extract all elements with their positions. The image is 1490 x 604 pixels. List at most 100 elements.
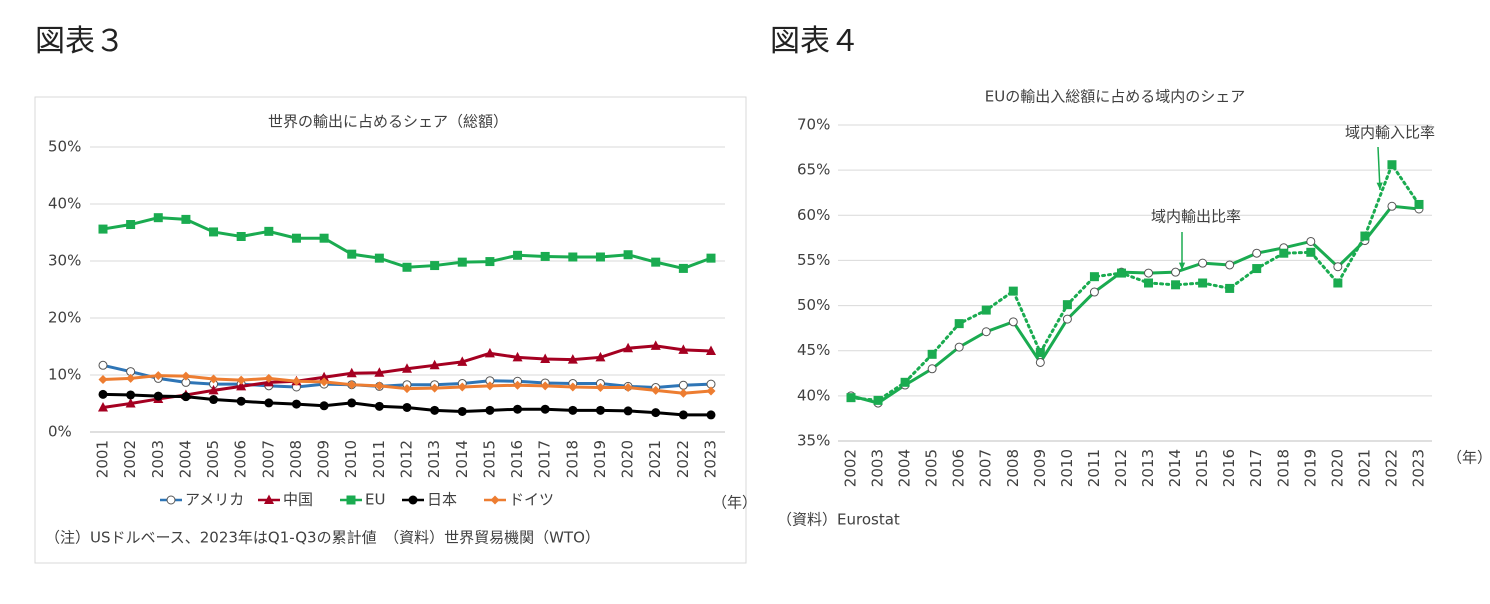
- marker: [1333, 262, 1343, 272]
- marker: [374, 381, 384, 391]
- x-tick-label: 2016: [508, 440, 526, 478]
- marker: [651, 408, 661, 418]
- x-tick-label: 2017: [536, 440, 554, 478]
- marker: [623, 342, 634, 353]
- marker: [568, 405, 578, 415]
- marker: [623, 383, 633, 393]
- marker: [291, 233, 301, 243]
- marker: [484, 347, 495, 358]
- marker: [981, 305, 991, 315]
- marker: [209, 227, 219, 237]
- marker: [430, 405, 440, 415]
- marker: [319, 233, 329, 243]
- x-tick-label: 2020: [1328, 449, 1346, 487]
- marker: [1171, 267, 1181, 277]
- y-tick-label: 40%: [797, 386, 830, 404]
- marker: [1387, 160, 1397, 170]
- x-tick-label: 2012: [398, 440, 416, 478]
- marker: [291, 399, 301, 409]
- x-tick-label: 2004: [176, 440, 194, 478]
- x-tick-label: 2009: [1031, 449, 1049, 487]
- series-line: [850, 204, 1420, 405]
- x-tick-label: 2003: [149, 440, 167, 478]
- marker: [540, 381, 550, 391]
- x-tick-label: 2013: [425, 440, 443, 478]
- marker: [954, 342, 964, 352]
- chart-title: 世界の輸出に占めるシェア（総額）: [268, 113, 508, 131]
- marker: [873, 395, 883, 405]
- note: （資料）Eurostat: [777, 511, 900, 529]
- marker: [98, 224, 108, 234]
- marker: [402, 402, 412, 412]
- marker: [1144, 268, 1154, 278]
- y-tick-label: 50%: [797, 296, 830, 314]
- x-tick-label: 2006: [950, 449, 968, 487]
- annotation-arrowhead: [1178, 262, 1186, 270]
- marker: [540, 404, 550, 414]
- marker: [264, 398, 274, 408]
- marker: [181, 392, 191, 402]
- marker: [126, 390, 136, 400]
- marker: [181, 371, 191, 381]
- x-tick-label: 2007: [977, 449, 995, 487]
- y-tick-label: 10%: [48, 366, 81, 384]
- x-tick-label: 2012: [1112, 449, 1130, 487]
- marker: [1008, 286, 1018, 296]
- marker: [208, 384, 219, 395]
- x-tick-label: 2009: [315, 440, 333, 478]
- x-tick-label: 2020: [619, 440, 637, 478]
- marker: [209, 395, 219, 405]
- marker: [98, 389, 108, 399]
- y-tick-label: 30%: [48, 252, 81, 270]
- x-tick-label: 2010: [342, 440, 360, 478]
- x-tick-label: 2008: [287, 440, 305, 478]
- marker: [457, 382, 467, 392]
- marker: [1387, 201, 1397, 211]
- marker: [595, 351, 606, 362]
- marker: [291, 376, 301, 386]
- marker: [319, 371, 330, 382]
- marker: [513, 250, 523, 260]
- series: [98, 389, 716, 420]
- marker: [1035, 357, 1045, 367]
- x-tick-label: 2022: [1382, 449, 1400, 487]
- x-tick-label: 2006: [232, 440, 250, 478]
- y-tick-label: 55%: [797, 251, 830, 269]
- marker: [485, 405, 495, 415]
- marker: [623, 250, 633, 260]
- marker: [209, 374, 219, 384]
- marker: [678, 388, 688, 398]
- x-tick-label: 2021: [1355, 449, 1373, 487]
- marker: [1144, 278, 1154, 288]
- marker: [485, 381, 495, 391]
- marker: [98, 360, 108, 370]
- marker: [402, 384, 412, 394]
- x-tick-label: 2019: [1301, 449, 1319, 487]
- marker: [954, 319, 964, 329]
- legend-label: EU: [365, 491, 385, 509]
- x-tick-label: 2016: [1220, 449, 1238, 487]
- marker: [457, 257, 467, 267]
- marker: [540, 251, 550, 261]
- annotation: 域内輸入比率: [1345, 124, 1435, 142]
- marker: [513, 380, 523, 390]
- x-tick-label: 2015: [1193, 449, 1211, 487]
- marker: [98, 375, 108, 385]
- x-tick-label: 2007: [259, 440, 277, 478]
- annotation: 域内輸出比率: [1151, 208, 1241, 226]
- x-tick-label: 2003: [869, 449, 887, 487]
- marker: [347, 249, 357, 259]
- marker: [347, 398, 357, 408]
- marker: [678, 344, 689, 354]
- marker: [846, 393, 856, 403]
- y-tick-label: 40%: [48, 195, 81, 213]
- marker: [1198, 258, 1208, 268]
- chart-border: [34, 96, 747, 564]
- x-tick-label: 2022: [674, 440, 692, 478]
- marker: [1306, 247, 1316, 257]
- marker: [374, 253, 384, 263]
- x-unit: （年）: [712, 494, 757, 512]
- marker: [430, 383, 440, 393]
- marker: [900, 377, 910, 387]
